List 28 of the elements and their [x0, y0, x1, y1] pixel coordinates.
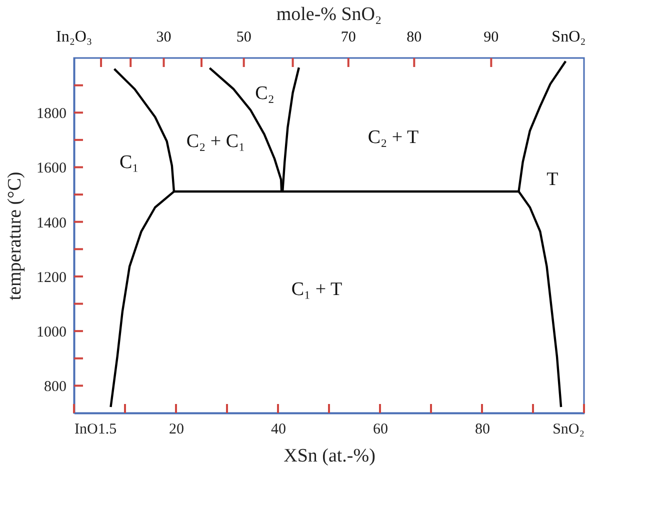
text: 70 — [340, 30, 356, 46]
x-tick-label: 80 — [475, 422, 490, 438]
text: 50 — [236, 30, 252, 46]
annotation: C₂ + T — [368, 127, 420, 148]
x-tick-label: InO1.5 — [74, 422, 117, 438]
x-tick-label: 40 — [271, 422, 286, 438]
y-axis-title: temperature (°C) — [4, 172, 26, 300]
text: SnO₂ — [552, 28, 586, 46]
text: In₂O₃ — [56, 28, 92, 46]
annotation: C₁ + T — [291, 279, 343, 300]
x-tick-label: 60 — [373, 422, 388, 438]
text: 90 — [484, 30, 499, 46]
annotation: C₁ — [119, 152, 139, 174]
annotation: T — [546, 169, 559, 190]
y-tick-label: 1200 — [36, 270, 66, 286]
y-tick-label: 1600 — [36, 160, 66, 177]
annotation: C₂ + C₁ — [186, 131, 246, 152]
x2-axis-title: mole-% SnO₂ — [276, 4, 382, 25]
text: 80 — [406, 30, 422, 46]
text: 30 — [156, 30, 172, 46]
y-tick-label: 800 — [44, 379, 66, 396]
x-tick-label: SnO₂ — [552, 422, 584, 438]
y-tick-label: 1800 — [36, 106, 66, 122]
y-tick-label: 1400 — [36, 215, 66, 232]
x-axis-title: XSn (at.-%) — [284, 446, 376, 466]
y-tick-label: 1000 — [36, 324, 66, 341]
x-tick-label: 20 — [169, 422, 184, 438]
annotation: C₂ — [255, 83, 274, 104]
